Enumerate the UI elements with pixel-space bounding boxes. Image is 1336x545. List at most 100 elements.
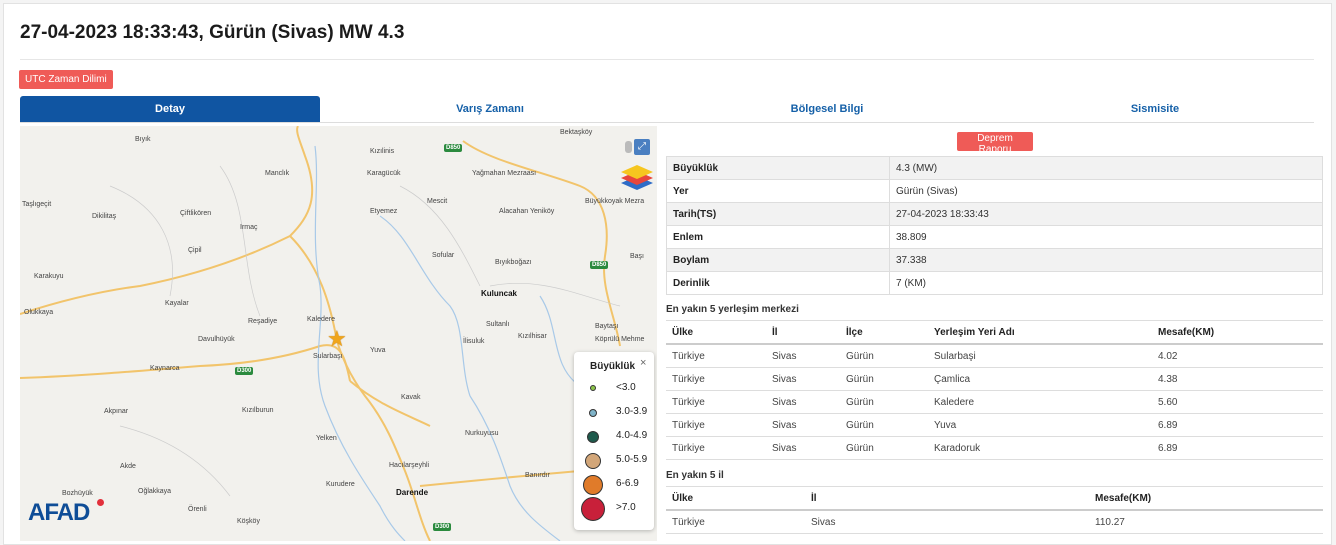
- place-label: Karagücük: [367, 170, 401, 177]
- legend-item: 5.0-5.9: [574, 452, 654, 472]
- place-label: Sofular: [432, 252, 455, 259]
- magnitude-legend: Büyüklük × <3.0 3.0-3.9 4.0-4.9 5.0-5.9 …: [574, 352, 654, 530]
- cell: Sivas: [766, 344, 840, 368]
- place-label: Köprülü Mehme: [595, 336, 645, 343]
- place-label: Darende: [396, 488, 429, 497]
- place-label: Karakuyu: [34, 273, 64, 280]
- page-card: 27-04-2023 18:33:43, Gürün (Sivas) MW 4.…: [3, 3, 1332, 545]
- legend-dot: [583, 475, 603, 495]
- table-row: Enlem 38.809: [666, 225, 1323, 249]
- table-row: Boylam 37.338: [666, 248, 1323, 272]
- place-label: Bektaşköy: [560, 129, 593, 136]
- table-row: Tarih(TS) 27-04-2023 18:33:43: [666, 202, 1323, 226]
- legend-label: 5.0-5.9: [616, 454, 648, 465]
- place-label: Dikilitaş: [92, 213, 117, 220]
- place-label: Reşadiye: [248, 318, 278, 325]
- place-label: Kaledere: [307, 316, 336, 323]
- info-value: 27-04-2023 18:33:43: [889, 202, 1323, 226]
- cell: 6.89: [1152, 413, 1323, 437]
- epicenter-star-icon[interactable]: ★: [327, 326, 347, 351]
- tab-detay[interactable]: Detay: [20, 96, 320, 122]
- earthquake-info-table: Büyüklük 4.3 (MW) Yer Gürün (Sivas) Tarih(…: [666, 156, 1323, 295]
- title-divider: [20, 59, 1314, 60]
- tab-bar: Detay Varış Zamanı Bölgesel Bilgi Sismis…: [20, 96, 1314, 123]
- cell: 110.27: [1089, 510, 1323, 534]
- place-label: Mescit: [427, 198, 448, 205]
- place-label: Sultanlı: [486, 321, 510, 328]
- cell: Türkiye: [666, 344, 766, 368]
- cell: 6.89: [1152, 436, 1323, 460]
- place-label: Akde: [120, 463, 136, 470]
- legend-label: 4.0-4.9: [616, 430, 648, 441]
- cell: Sivas: [766, 390, 840, 414]
- tab-varis-zamani[interactable]: Varış Zamanı: [456, 103, 524, 115]
- table-row: Yer Gürün (Sivas): [666, 179, 1323, 203]
- epicenter-map[interactable]: Bektaşköy Kızılinis Manclık Karagücük Bı…: [20, 126, 657, 541]
- info-key: Enlem: [666, 225, 890, 249]
- column-header: İl: [766, 320, 840, 345]
- table-row: Türkiye Sivas Gürün Çamlica 4.38: [666, 367, 1323, 391]
- cell: 4.38: [1152, 367, 1323, 391]
- legend-label: 3.0-3.9: [616, 406, 648, 417]
- cell: Gürün: [840, 413, 928, 437]
- info-value: Gürün (Sivas): [889, 179, 1323, 203]
- table-row: Türkiye Sivas Gürün Kaledere 5.60: [666, 390, 1323, 414]
- table-header-row: Ülke İl İlçe Yerleşim Yeri Adı Mesafe(KM…: [666, 320, 1323, 345]
- legend-item: 3.0-3.9: [574, 404, 654, 424]
- info-key: Tarih(TS): [666, 202, 890, 226]
- place-label: Yağmahan Mezraası: [472, 170, 537, 177]
- map-roads: [20, 126, 621, 541]
- column-header: Ülke: [666, 486, 805, 511]
- cell: Sularbaşi: [928, 344, 1152, 368]
- place-label: Oğlakkaya: [138, 488, 172, 495]
- legend-item: 6-6.9: [574, 475, 654, 496]
- place-label: Başı: [630, 253, 645, 260]
- info-key: Derinlik: [666, 271, 890, 295]
- place-label: Yelken: [316, 435, 337, 442]
- legend-title: Büyüklük: [590, 361, 636, 372]
- legend-dot: [590, 385, 596, 391]
- tab-bolgesel-bilgi[interactable]: Bölgesel Bilgi: [790, 103, 864, 115]
- legend-label: >7.0: [616, 502, 636, 513]
- place-label: Kızılinis: [370, 148, 395, 155]
- info-key: Büyüklük: [666, 156, 890, 180]
- cell: 4.02: [1152, 344, 1323, 368]
- settlements-table: Ülke İl İlçe Yerleşim Yeri Adı Mesafe(KM…: [666, 320, 1323, 460]
- column-header: Mesafe(KM): [1152, 320, 1323, 345]
- place-label: Sularbaşı: [313, 353, 343, 360]
- earthquake-report-button[interactable]: Deprem Raporu: [957, 132, 1033, 155]
- place-label: İlisuluk: [463, 338, 485, 345]
- cell: Yuva: [928, 413, 1152, 437]
- table-row: Türkiye Sivas 110.27: [666, 510, 1323, 534]
- info-key: Boylam: [666, 248, 890, 272]
- info-value: 37.338: [889, 248, 1323, 272]
- place-label: Kızılburun: [242, 407, 274, 414]
- layers-icon[interactable]: [620, 162, 654, 194]
- cell: Sivas: [766, 413, 840, 437]
- table-row: Türkiye Sivas Gürün Sularbaşi 4.02: [666, 344, 1323, 368]
- table-row: Türkiye Sivas Gürün Yuva 6.89: [666, 413, 1323, 437]
- place-label: Taşlıgeçit: [22, 201, 52, 208]
- table-row: Türkiye Sivas Gürün Karadoruk 6.89: [666, 436, 1323, 460]
- place-label: Manclık: [265, 170, 290, 177]
- info-value: 4.3 (MW): [889, 156, 1323, 180]
- legend-close-icon[interactable]: ×: [640, 357, 647, 369]
- info-value: 38.809: [889, 225, 1323, 249]
- place-label: Etyemez: [370, 208, 398, 215]
- afad-logo: AFAD: [28, 499, 90, 526]
- legend-label: 6-6.9: [616, 478, 639, 489]
- cell: Gürün: [840, 367, 928, 391]
- road-label: D300: [235, 367, 254, 375]
- place-label: Yuva: [370, 347, 386, 354]
- legend-dot: [587, 431, 599, 443]
- column-header: Yerleşim Yeri Adı: [928, 320, 1152, 345]
- column-header: Mesafe(KM): [1089, 486, 1323, 511]
- fullscreen-icon[interactable]: ⤢: [634, 139, 650, 155]
- place-label: Hacılarşeyhli: [389, 462, 430, 469]
- tab-sismisite[interactable]: Sismisite: [1130, 103, 1180, 115]
- cell: Gürün: [840, 344, 928, 368]
- provinces-table: Ülke İl Mesafe(KM) Türkiye Sivas 110.27: [666, 486, 1323, 534]
- column-header: İlçe: [840, 320, 928, 345]
- utc-timezone-button[interactable]: UTC Zaman Dilimi: [19, 70, 113, 89]
- map-toggle-icon[interactable]: [625, 141, 632, 153]
